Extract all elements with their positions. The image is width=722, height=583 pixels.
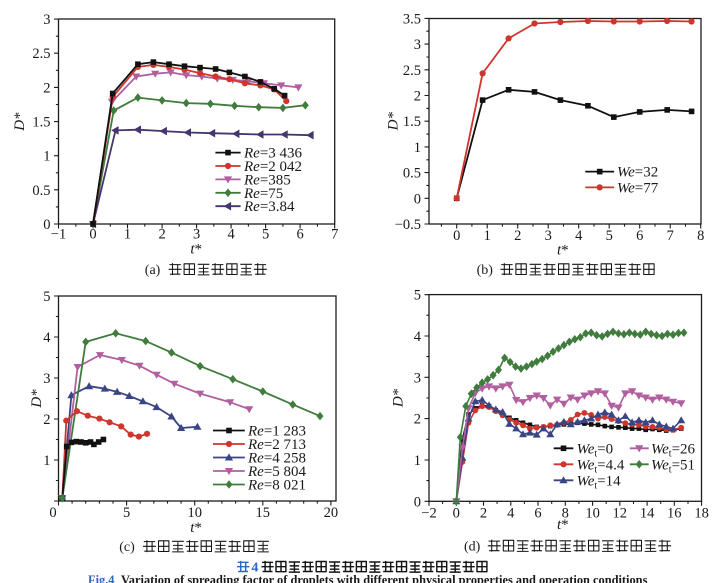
svg-text:1.5: 1.5 <box>403 114 421 130</box>
svg-text:10: 10 <box>187 505 202 521</box>
svg-text:Fig.4: Fig.4 <box>88 573 115 583</box>
svg-text:3: 3 <box>43 12 50 28</box>
svg-text:3: 3 <box>193 227 200 243</box>
svg-text:3: 3 <box>414 37 421 53</box>
svg-text:Wet=14: Wet=14 <box>577 473 622 491</box>
svg-text:4: 4 <box>227 227 235 243</box>
svg-text:Wet=51: Wet=51 <box>651 457 695 475</box>
svg-text:16: 16 <box>667 505 682 521</box>
svg-text:Wet=4.4: Wet=4.4 <box>577 457 625 475</box>
svg-text:D*: D* <box>391 388 407 408</box>
svg-text:0: 0 <box>414 494 421 510</box>
svg-text:3: 3 <box>43 371 50 387</box>
svg-text:18: 18 <box>694 505 709 521</box>
svg-text:0: 0 <box>414 191 421 207</box>
svg-text:0: 0 <box>89 227 96 243</box>
svg-text:8: 8 <box>562 505 569 521</box>
svg-text:4: 4 <box>251 561 258 576</box>
svg-text:7: 7 <box>331 227 338 243</box>
svg-text:(d): (d) <box>464 540 481 555</box>
svg-text:Re=385: Re=385 <box>243 172 291 188</box>
svg-text:t*: t* <box>190 242 202 258</box>
svg-text:6: 6 <box>636 228 643 244</box>
svg-text:14: 14 <box>640 505 655 521</box>
svg-text:Re=2 713: Re=2 713 <box>247 437 306 453</box>
svg-text:5: 5 <box>123 505 130 521</box>
svg-text:2: 2 <box>480 505 487 521</box>
svg-text:5: 5 <box>43 289 50 305</box>
svg-text:1: 1 <box>484 228 491 244</box>
svg-text:2: 2 <box>514 228 521 244</box>
svg-text:0.5: 0.5 <box>32 183 50 199</box>
svg-text:D*: D* <box>386 112 402 132</box>
svg-text:(b): (b) <box>477 263 494 278</box>
svg-text:2.5: 2.5 <box>32 46 50 62</box>
svg-text:5: 5 <box>262 227 269 243</box>
svg-text:1: 1 <box>43 149 50 165</box>
svg-text:1: 1 <box>414 453 421 469</box>
svg-text:2: 2 <box>43 412 50 428</box>
svg-text:0.5: 0.5 <box>403 166 421 182</box>
svg-text:t*: t* <box>557 517 569 533</box>
svg-text:4: 4 <box>575 228 583 244</box>
svg-text:1.5: 1.5 <box>32 115 50 131</box>
svg-text:−1: −1 <box>51 227 66 243</box>
svg-text:−0.5: −0.5 <box>395 217 421 233</box>
svg-text:(c): (c) <box>119 540 135 555</box>
svg-text:3.5: 3.5 <box>403 11 421 27</box>
svg-text:0: 0 <box>453 228 460 244</box>
svg-text:0: 0 <box>49 505 56 521</box>
svg-text:0: 0 <box>453 505 460 521</box>
svg-text:Re=75: Re=75 <box>243 186 283 202</box>
svg-text:1: 1 <box>43 453 50 469</box>
svg-text:Re=8 021: Re=8 021 <box>247 478 306 494</box>
svg-text:Re=3 436: Re=3 436 <box>243 146 303 162</box>
svg-text:−2: −2 <box>421 505 436 521</box>
svg-text:4: 4 <box>507 505 515 521</box>
svg-text:15: 15 <box>256 505 271 521</box>
svg-text:2: 2 <box>158 227 165 243</box>
svg-text:4: 4 <box>414 329 422 345</box>
svg-text:6: 6 <box>534 505 541 521</box>
svg-text:3: 3 <box>414 370 421 386</box>
svg-text:2: 2 <box>43 80 50 96</box>
svg-text:D*: D* <box>29 389 45 409</box>
svg-text:5: 5 <box>414 288 421 304</box>
svg-text:0: 0 <box>43 217 50 233</box>
svg-text:t*: t* <box>190 520 202 536</box>
svg-text:12: 12 <box>613 505 628 521</box>
svg-text:We=77: We=77 <box>617 180 659 196</box>
svg-text:Re=5 804: Re=5 804 <box>247 464 307 480</box>
svg-text:Re=2 042: Re=2 042 <box>243 159 302 175</box>
svg-text:Re=1 283: Re=1 283 <box>247 424 306 440</box>
svg-text:2: 2 <box>414 412 421 428</box>
svg-text:10: 10 <box>585 505 600 521</box>
svg-text:Wet=0: Wet=0 <box>577 441 614 459</box>
svg-text:5: 5 <box>606 228 613 244</box>
svg-text:4: 4 <box>43 330 51 346</box>
svg-text:Variation of spreading factor: Variation of spreading factor of droplet… <box>121 573 648 583</box>
svg-text:6: 6 <box>296 227 303 243</box>
svg-text:1: 1 <box>124 227 131 243</box>
svg-text:D*: D* <box>12 112 28 132</box>
svg-text:We=32: We=32 <box>617 165 658 181</box>
svg-text:2: 2 <box>414 89 421 105</box>
svg-text:2.5: 2.5 <box>403 63 421 79</box>
svg-text:1: 1 <box>414 140 421 156</box>
svg-text:7: 7 <box>667 228 674 244</box>
svg-text:(a): (a) <box>145 263 161 278</box>
svg-text:t*: t* <box>557 243 569 259</box>
svg-text:20: 20 <box>324 505 339 521</box>
svg-text:Wet=26: Wet=26 <box>651 441 696 459</box>
svg-text:Re=3.84: Re=3.84 <box>243 199 295 215</box>
svg-text:8: 8 <box>697 228 704 244</box>
svg-text:Re=4 258: Re=4 258 <box>247 451 306 467</box>
svg-text:3: 3 <box>545 228 552 244</box>
